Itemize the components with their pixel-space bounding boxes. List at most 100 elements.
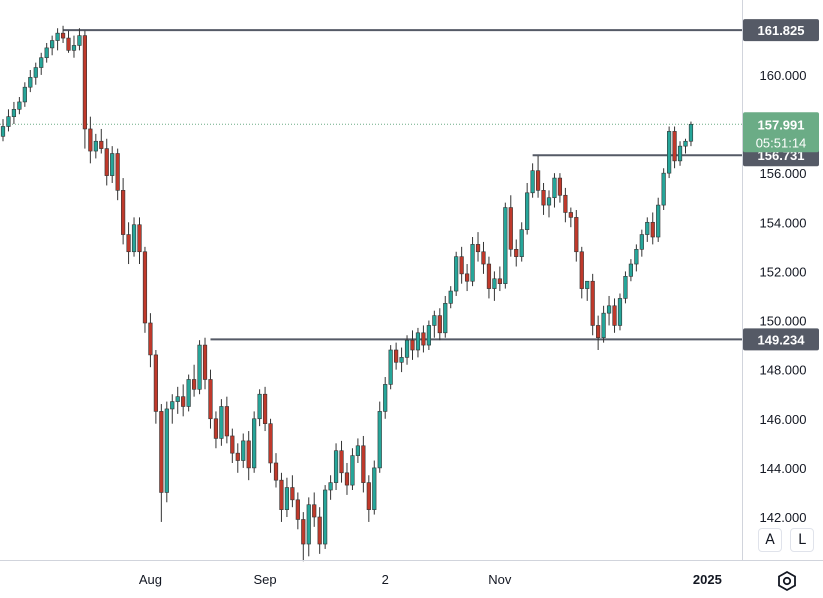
candle-body — [661, 172, 666, 206]
candle — [71, 35, 77, 58]
candle — [33, 62, 38, 85]
candle — [606, 295, 612, 326]
candle — [350, 448, 355, 490]
price-axis[interactable]: 142.000 144.000 146.000 148.000 150.000 152.0… — [760, 68, 807, 525]
y-tick-label: 146.000 — [760, 412, 807, 427]
candle — [688, 121, 694, 147]
candle-body — [525, 192, 530, 230]
horizontal-level-lines[interactable] — [63, 29, 742, 341]
candle-body — [93, 140, 98, 152]
candle — [241, 433, 246, 468]
candle — [486, 256, 492, 299]
candle — [11, 101, 17, 125]
candle — [579, 246, 584, 299]
candle — [535, 155, 541, 198]
candle-body — [28, 77, 33, 88]
candle-body — [628, 263, 633, 277]
candle-body — [252, 418, 257, 469]
candle — [470, 237, 475, 287]
candle-body — [464, 273, 470, 282]
candle — [399, 347, 404, 373]
candle-body — [170, 401, 175, 410]
candle-body — [454, 256, 459, 292]
candle-body — [159, 411, 164, 493]
candle-body — [55, 32, 60, 41]
candle — [541, 182, 546, 215]
candle-body — [333, 450, 339, 483]
candle — [284, 477, 290, 518]
x-tick-label: 2 — [382, 572, 389, 587]
candle-body — [17, 101, 22, 110]
candle — [443, 295, 448, 338]
candle-body — [486, 263, 492, 289]
candle-body — [601, 312, 606, 339]
candle — [246, 431, 251, 481]
candle — [639, 229, 644, 257]
candle-body — [535, 170, 541, 191]
candle — [394, 342, 399, 370]
candle-body — [181, 396, 186, 407]
candle-body — [186, 379, 191, 407]
candle — [525, 182, 530, 235]
candle — [295, 492, 300, 530]
level-badge-label: 161.825 — [758, 23, 805, 38]
candle-body — [361, 445, 366, 483]
candle — [508, 195, 513, 257]
candle — [202, 337, 208, 390]
candle-body — [317, 516, 322, 545]
candle — [361, 435, 366, 493]
candle — [344, 462, 350, 495]
x-tick-label: Sep — [254, 572, 277, 587]
candle-body — [563, 194, 568, 213]
candle — [268, 418, 273, 473]
candle-body — [284, 487, 290, 510]
candle — [448, 286, 453, 309]
candle — [312, 492, 317, 527]
candle-body — [388, 349, 393, 385]
candle-body — [312, 504, 317, 518]
time-axis[interactable]: Aug Sep 2 Nov 2025 — [139, 572, 722, 587]
candle — [110, 146, 115, 183]
candle-body — [590, 280, 595, 326]
candle-body — [268, 423, 273, 464]
candle — [213, 411, 219, 449]
candle-body — [432, 315, 437, 326]
candle — [383, 377, 388, 419]
candle-body — [552, 177, 557, 199]
candle — [306, 497, 311, 557]
candle-body — [99, 140, 104, 149]
x-tick-label: 2025 — [693, 572, 722, 587]
auto-scale-button[interactable]: A — [758, 528, 782, 552]
candle-body — [6, 116, 11, 127]
log-scale-button[interactable]: L — [790, 528, 814, 552]
candle — [323, 485, 328, 549]
candle — [672, 126, 677, 169]
candle — [645, 217, 650, 242]
candle-body — [470, 244, 475, 282]
candle-body — [606, 305, 612, 314]
candle-body — [410, 339, 415, 351]
candle — [50, 35, 55, 56]
candle-body — [639, 234, 644, 250]
candle — [279, 472, 284, 522]
candle-body — [672, 131, 677, 162]
candle — [224, 396, 229, 444]
candle-body — [142, 251, 148, 324]
candle-body — [344, 472, 350, 486]
candle — [82, 30, 87, 149]
candle-body — [350, 455, 355, 486]
candle-body — [273, 462, 279, 481]
candle-body — [617, 298, 623, 326]
candle — [459, 246, 464, 284]
candle — [552, 173, 557, 208]
candle — [93, 133, 98, 159]
candle — [617, 293, 623, 331]
candle — [426, 320, 431, 350]
candle-body — [623, 276, 628, 299]
candle — [366, 475, 371, 522]
candle-body — [22, 86, 27, 103]
level-badge — [743, 328, 819, 351]
settings-gear-icon[interactable] — [775, 569, 799, 593]
y-tick-label: 152.000 — [760, 264, 807, 279]
